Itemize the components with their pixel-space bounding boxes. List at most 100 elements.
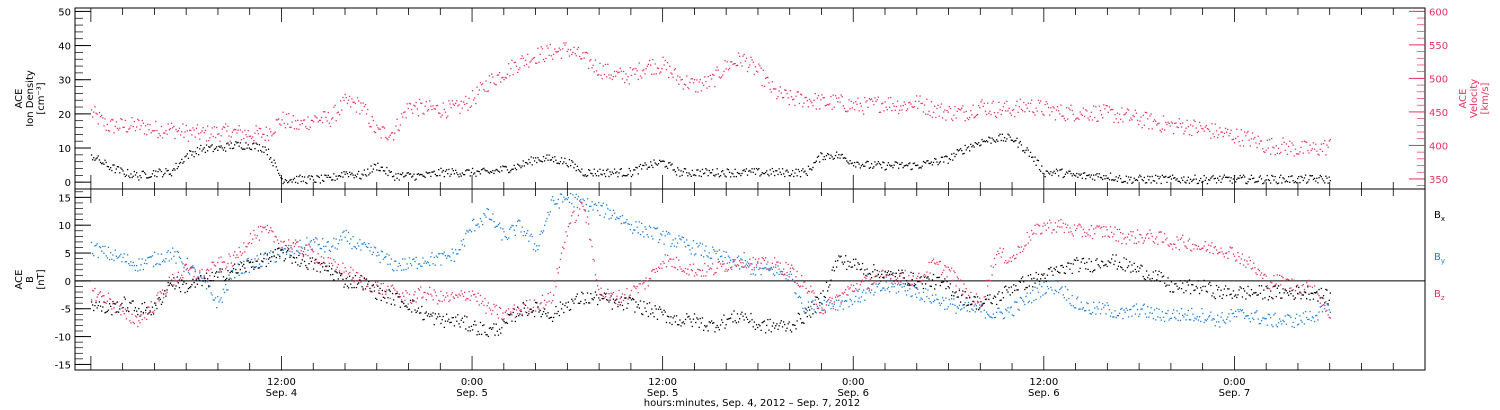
data-point [99, 247, 102, 249]
data-point [149, 124, 151, 126]
data-point [734, 168, 736, 170]
data-point [1167, 121, 1169, 123]
data-point [1184, 245, 1186, 247]
data-point [1010, 114, 1012, 116]
data-point [539, 233, 541, 235]
data-point [598, 201, 600, 204]
data-point [1022, 110, 1024, 112]
data-point [801, 302, 803, 304]
data-point [856, 103, 858, 105]
data-point [1080, 173, 1082, 175]
data-point [532, 157, 535, 159]
data-point [1308, 318, 1310, 320]
data-point [303, 119, 306, 121]
data-point [1002, 248, 1005, 250]
data-point [562, 201, 564, 203]
data-point [651, 164, 653, 166]
data-point [590, 205, 592, 207]
data-point [1293, 182, 1295, 184]
data-point [345, 278, 347, 280]
data-point [1053, 293, 1055, 295]
data-point [1310, 175, 1312, 177]
data-point [1035, 107, 1037, 109]
data-point [227, 270, 229, 272]
data-point [637, 291, 639, 294]
data-point [460, 100, 462, 102]
data-point [384, 170, 386, 172]
data-point [1125, 112, 1127, 114]
data-point [196, 283, 199, 285]
data-point [1037, 291, 1040, 293]
data-point [604, 63, 607, 66]
data-point [319, 264, 321, 266]
data-point [506, 73, 509, 75]
data-point [619, 168, 621, 171]
data-point [1209, 179, 1211, 181]
data-point [1090, 174, 1092, 176]
data-point [665, 230, 668, 233]
data-point [766, 170, 768, 172]
data-point [842, 105, 844, 107]
data-point [271, 161, 273, 163]
data-point [1304, 311, 1307, 313]
data-point [275, 166, 277, 168]
data-point [1016, 253, 1018, 256]
data-point [683, 168, 686, 170]
data-point [267, 232, 270, 234]
data-point [580, 58, 582, 60]
data-point [601, 297, 603, 300]
data-point [190, 150, 192, 152]
data-point [379, 170, 381, 172]
data-point [199, 148, 201, 150]
data-point [533, 315, 536, 318]
data-point [815, 303, 817, 305]
data-point [102, 162, 104, 164]
data-point [465, 299, 467, 301]
data-point [830, 308, 832, 310]
data-point [200, 276, 202, 278]
data-point [715, 173, 717, 176]
data-point [255, 237, 257, 239]
data-point [495, 304, 497, 306]
data-point [459, 326, 461, 328]
data-point [294, 243, 297, 245]
data-point [333, 279, 335, 281]
data-point [459, 295, 461, 297]
data-point [413, 300, 415, 302]
data-point [661, 160, 663, 162]
data-point [1286, 278, 1289, 280]
data-point [346, 102, 349, 105]
data-point [347, 99, 350, 101]
data-point [106, 310, 108, 313]
data-point [102, 245, 104, 248]
data-point [1196, 248, 1198, 250]
data-point [1257, 135, 1259, 137]
data-point [1295, 286, 1298, 288]
data-point [655, 268, 657, 270]
data-point [98, 245, 101, 248]
data-point [486, 305, 488, 307]
data-point [755, 264, 758, 266]
data-point [1018, 246, 1020, 248]
data-point [522, 301, 524, 304]
data-point [610, 217, 612, 219]
data-point [503, 79, 505, 81]
data-point [1265, 318, 1267, 320]
data-point [1209, 315, 1211, 317]
data-point [497, 74, 500, 76]
data-point [825, 301, 828, 303]
data-point [520, 231, 522, 233]
data-point [891, 110, 893, 112]
data-point [707, 265, 709, 267]
data-point [1056, 106, 1059, 108]
data-point [548, 214, 550, 216]
data-point [465, 170, 467, 172]
data-point [349, 243, 351, 245]
data-point [927, 113, 929, 115]
data-point [650, 278, 652, 280]
data-point [111, 258, 113, 260]
data-point [546, 45, 548, 47]
data-point [500, 332, 502, 334]
data-point [223, 147, 226, 149]
data-point [183, 136, 185, 138]
